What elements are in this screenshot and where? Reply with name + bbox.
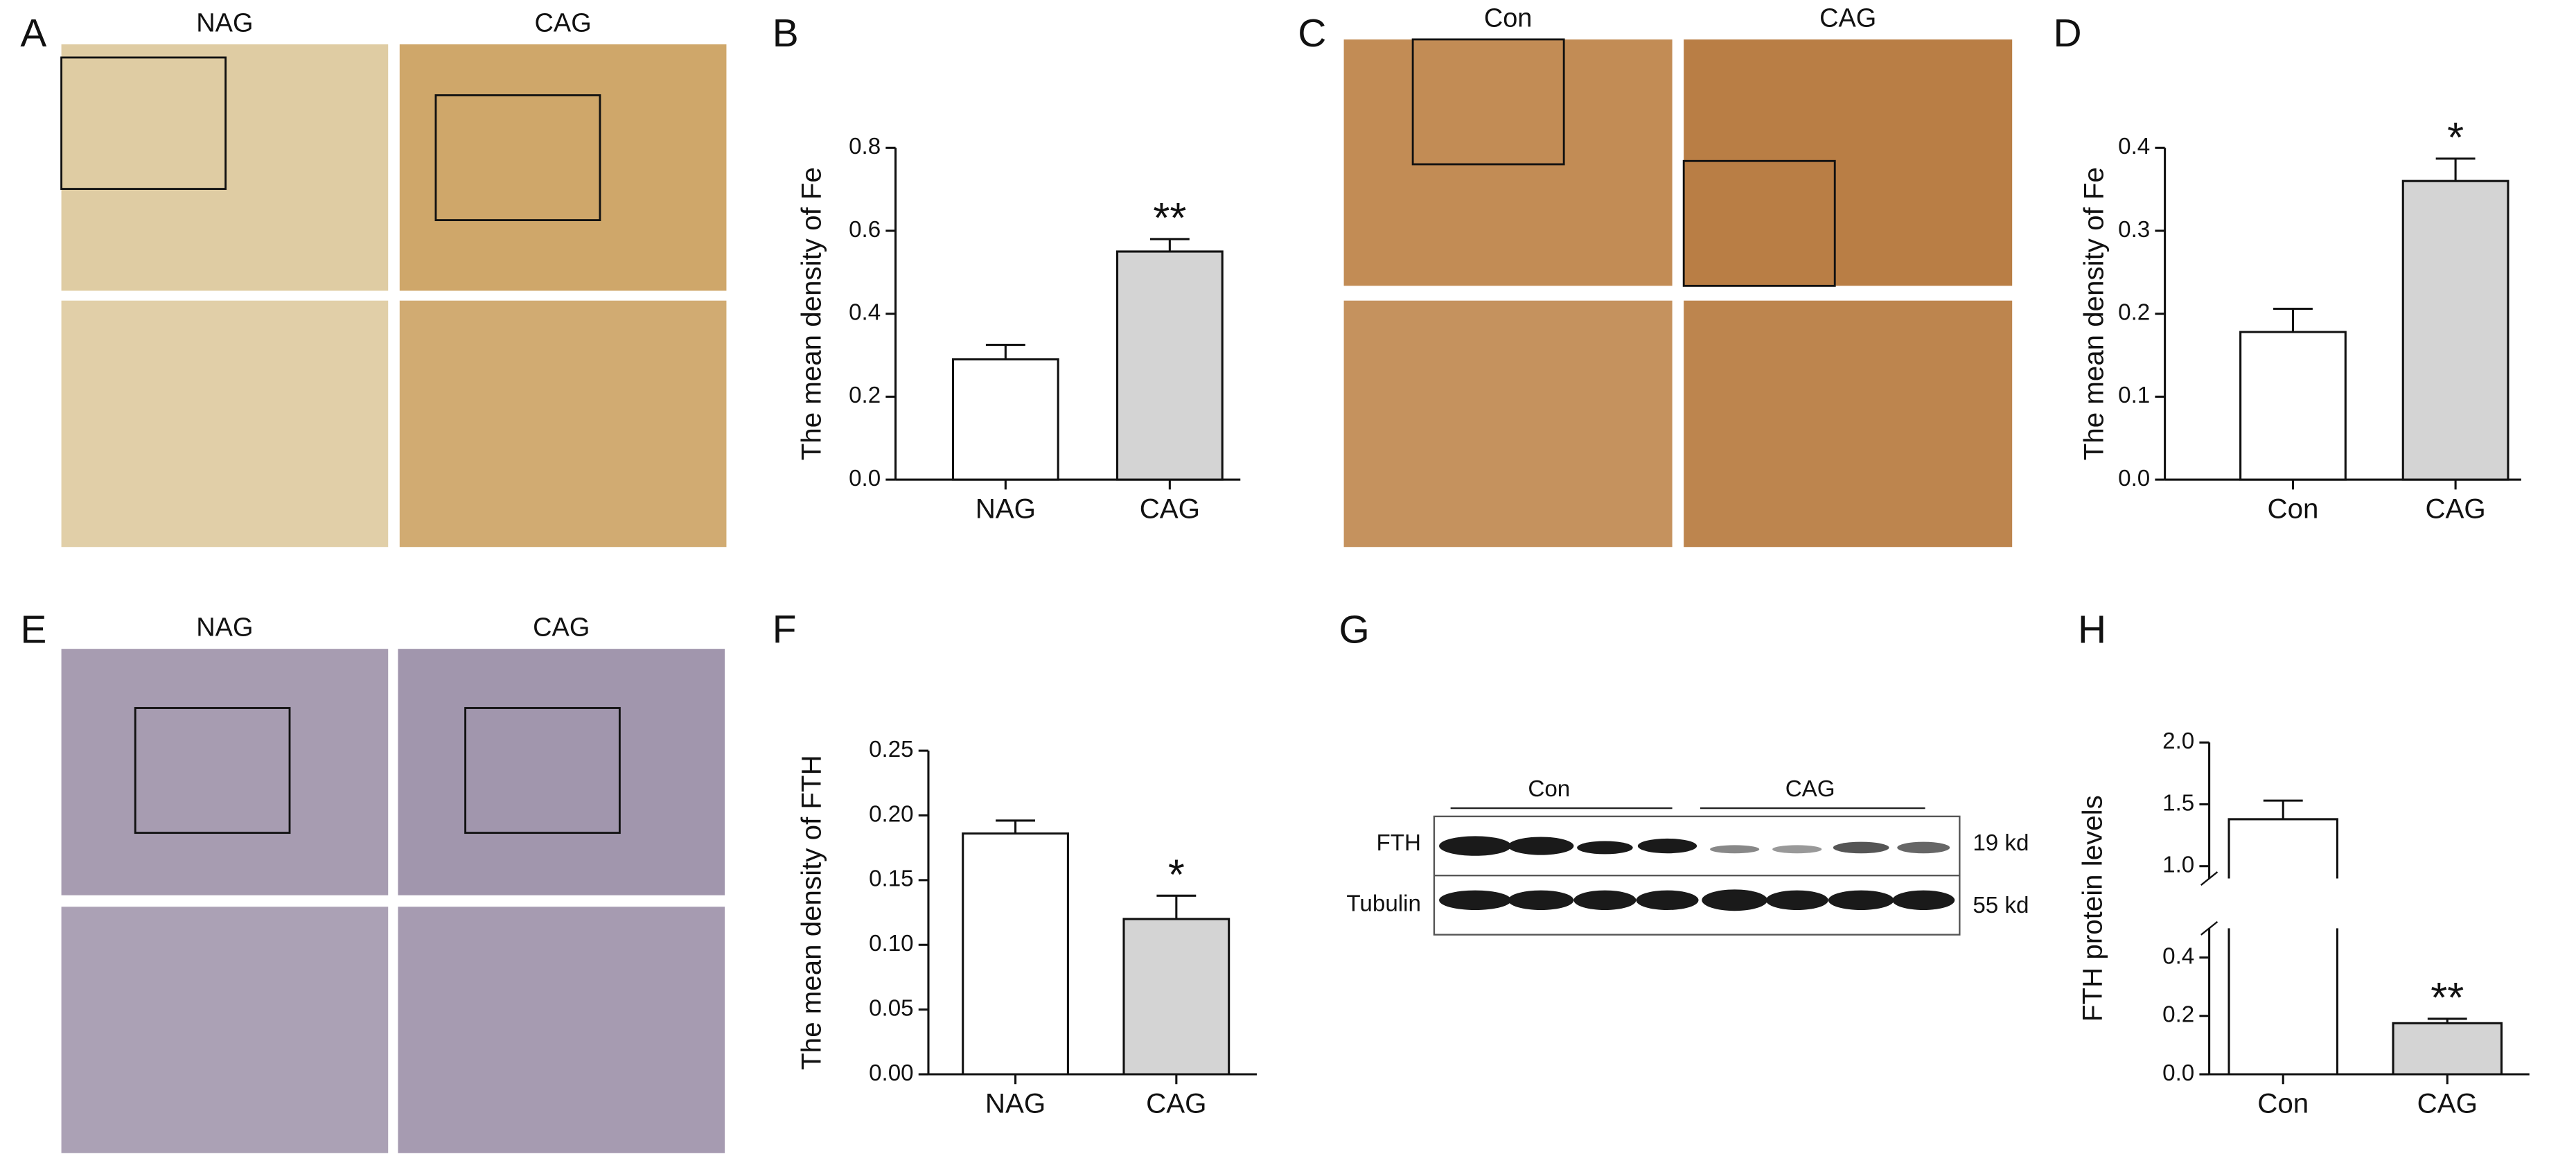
panel-letter: G [1339,609,1369,652]
x-tick-label: CAG [1146,1088,1206,1119]
axis-break [2200,871,2218,886]
panel-letter: H [2078,609,2106,652]
significance: ** [2431,974,2464,1022]
y-axis-label: The mean density of Fe [2079,167,2110,460]
y-tick-label: 0.0 [2162,1060,2194,1086]
x-tick-label: CAG [1140,493,1200,525]
bar [2401,180,2509,481]
inset-box [60,56,227,190]
bar [2227,818,2339,1076]
layout [1433,807,1961,936]
y-tick-label: 0.00 [869,1060,914,1086]
bar [2239,331,2347,481]
x-tick-label: Con [2257,1088,2309,1119]
y-tick-label: 0.0 [2118,466,2150,491]
micrograph [1684,39,2013,286]
bar [1115,250,1224,481]
y-axis-label: The mean density of Fe [796,167,827,460]
bar-fill [2229,819,2338,879]
micrograph [61,649,389,895]
x-tick-label: CAG [2425,493,2485,525]
x-tick-label: Con [2268,493,2319,525]
y-tick-label: 0.6 [849,217,881,243]
y-tick-label: 0.15 [869,866,914,892]
micrograph [61,907,389,1153]
bar [962,832,1069,1076]
image-label: CAG [533,613,590,642]
y-tick-label: 0.05 [869,995,914,1021]
blot-group: CAG [1785,776,1835,802]
micrograph [399,300,727,548]
tubulin-bands [1439,889,1955,911]
blot-size: 55 kd [1973,893,2029,918]
axis-break [2200,920,2218,936]
y-tick-label: 0.0 [849,466,881,491]
y-tick-label: 0.10 [869,931,914,956]
image-label: NAG [196,613,253,642]
significance: * [1168,850,1185,898]
image-label: NAG [196,9,253,38]
inset-box [1411,38,1565,166]
image-label: Con [1484,3,1533,33]
blot-row: Tubulin [1346,891,1421,917]
y-tick-label: 0.3 [2118,217,2150,243]
inset-box [1682,159,1836,287]
bar [1122,918,1230,1076]
panel-letter: C [1298,12,1326,55]
micrograph [1684,300,2013,548]
y-tick-label: 0.4 [2118,134,2150,159]
y-tick-label: 0.20 [869,801,914,827]
bar [951,358,1059,481]
significance: ** [1153,194,1186,242]
micrograph [1343,39,1673,286]
x-tick-label: NAG [976,493,1036,525]
y-tick-label: 0.4 [849,299,881,325]
y-tick-label: 0.8 [849,134,881,159]
y-tick-label: 1.0 [2162,852,2194,877]
inset-box [464,707,621,834]
panel-letter: D [2053,12,2081,55]
x-tick-label: CAG [2417,1088,2478,1119]
bar-fill [2229,928,2338,1075]
micrograph [61,300,389,548]
blot-size: 19 kd [1973,830,2029,856]
y-tick-label: 0.25 [869,737,914,762]
significance: * [2447,114,2464,161]
image-label: CAG [535,9,592,38]
micrograph [398,649,725,895]
inset-box [434,94,601,222]
y-tick-label: 1.5 [2162,790,2194,816]
fth-bands [1439,836,1950,856]
micrograph [399,44,727,291]
bar [2392,1022,2503,1076]
y-tick-label: 0.2 [2118,299,2150,325]
panel-letter: A [20,12,46,55]
y-axis-label: FTH protein levels [2076,795,2108,1022]
y-tick-label: 0.1 [2118,383,2150,408]
y-tick-label: 2.0 [2162,728,2194,754]
micrograph [398,907,725,1153]
y-tick-label: 0.4 [2162,943,2194,969]
image-label: CAG [1819,3,1876,33]
y-axis-label: The mean density of FTH [796,755,827,1069]
panel-letter: F [773,609,797,652]
blot-row: FTH [1376,830,1420,856]
y-tick-label: 0.2 [2162,1002,2194,1028]
x-tick-label: NAG [985,1088,1046,1119]
inset-box [134,707,291,834]
panel-letter: B [773,12,799,55]
blot-group: Con [1528,776,1570,802]
y-tick-label: 0.2 [849,383,881,408]
micrograph [1343,300,1673,548]
panel-letter: E [20,609,46,652]
